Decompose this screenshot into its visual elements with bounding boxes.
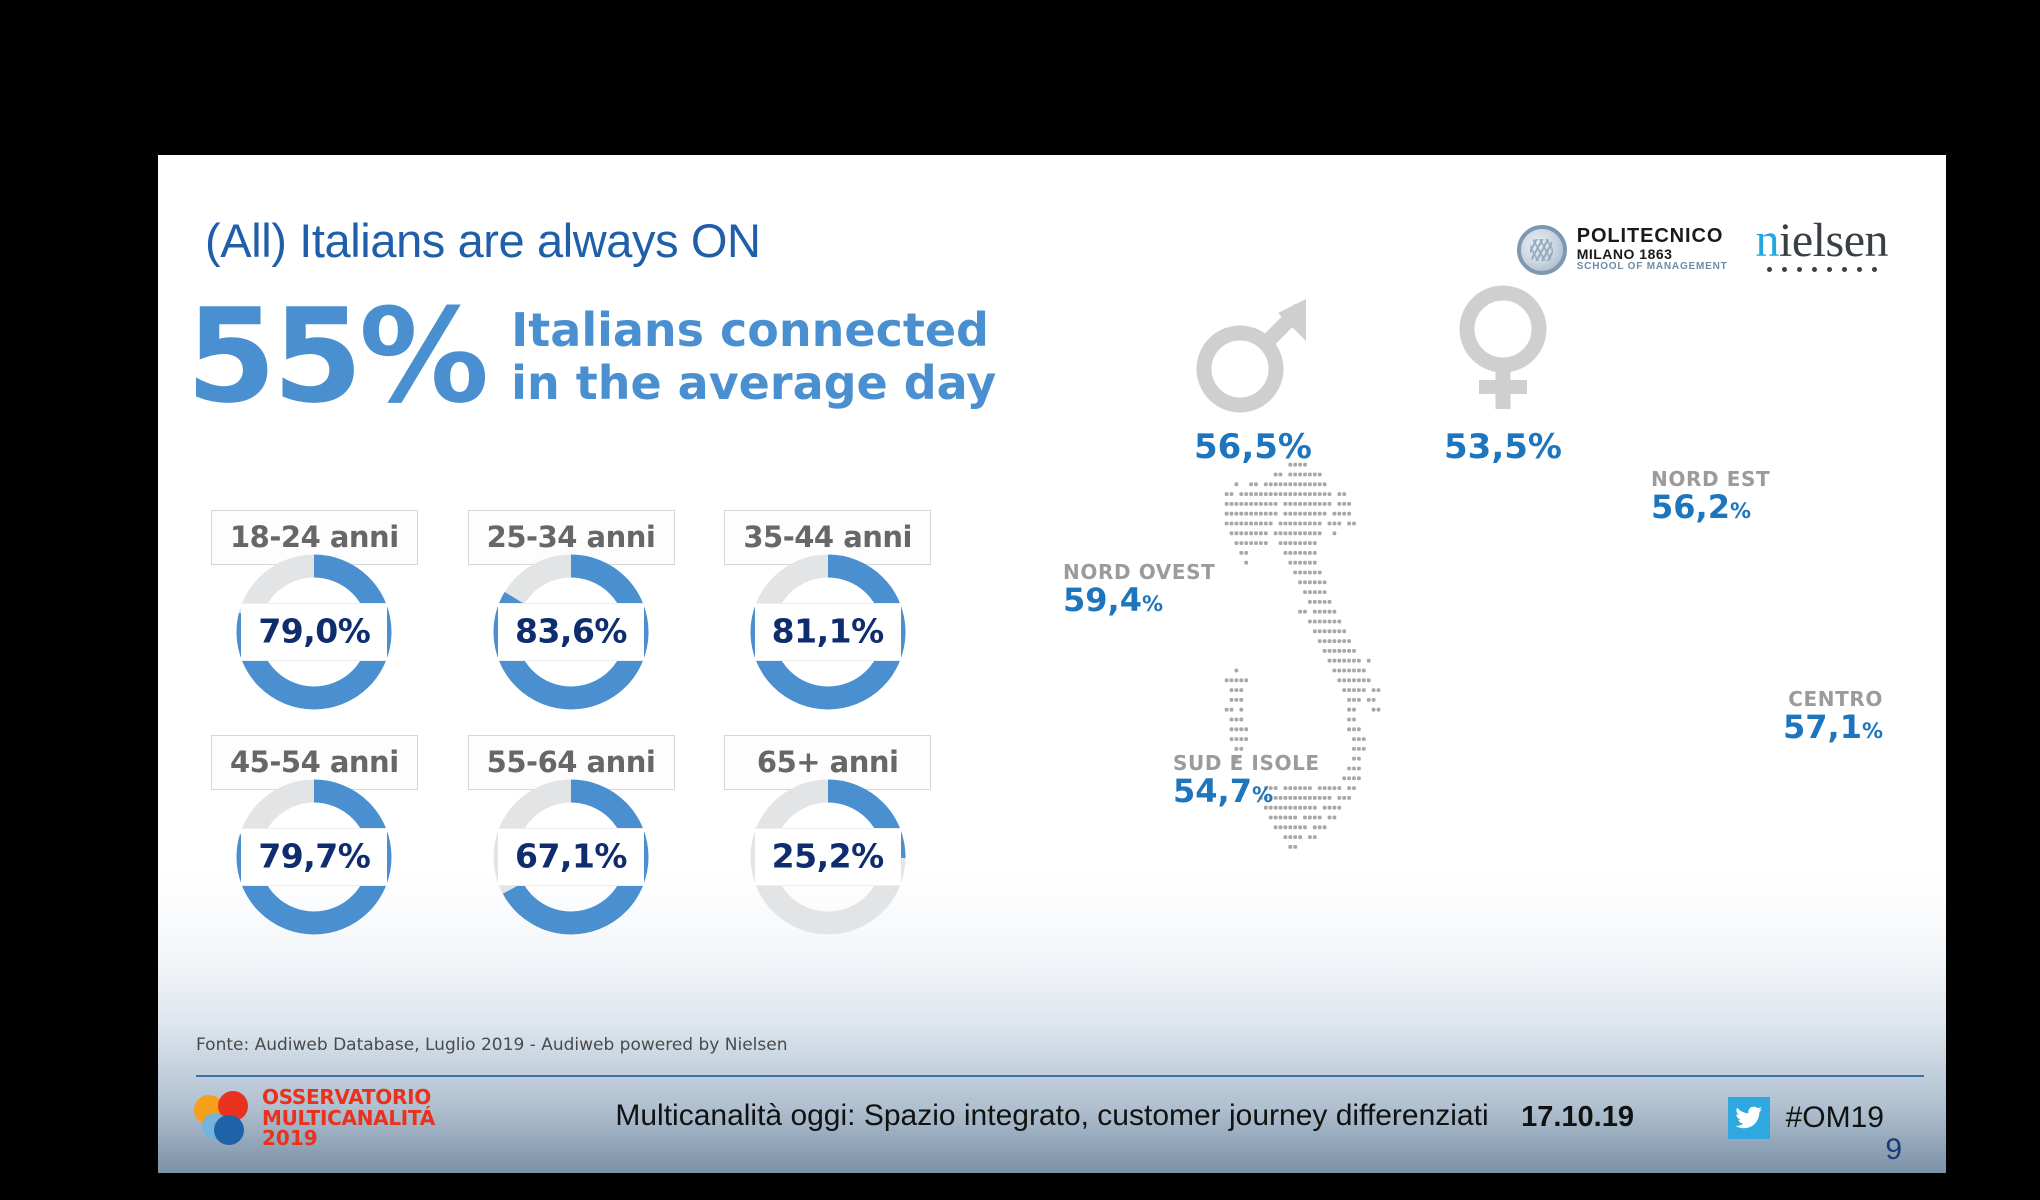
age-label-text: 18-24 anni (230, 520, 399, 554)
age-label-text: 35-44 anni (743, 520, 912, 554)
politecnico-logo: POLITECNICO MILANO 1863 SCHOOL OF MANAGE… (1516, 224, 1728, 275)
osservatorio-wordmark: OSSERVATORIO MULTICANALITÁ 2019 (262, 1087, 435, 1149)
nielsen-logo: nielsen (1756, 217, 1888, 282)
headline-statistic: 55% Italians connected in the average da… (186, 280, 996, 432)
nielsen-initial: n (1755, 214, 1780, 267)
nielsen-dots-icon (1756, 267, 1888, 272)
region-value-unit: % (1141, 592, 1163, 616)
donut-cell-18-24: 18-24 anni 79,0% (186, 510, 443, 717)
donut-chart-65-plus: 25,2% (743, 772, 913, 942)
osservatorio-circles-icon (194, 1090, 254, 1145)
osservatorio-line1: OSSERVATORIO (262, 1085, 431, 1109)
age-donut-chart-grid: 18-24 anni 79,0% 25-34 anni (186, 510, 956, 942)
donut-value-backdrop (754, 828, 901, 886)
brand-logos: POLITECNICO MILANO 1863 SCHOOL OF MANAGE… (1516, 217, 1888, 282)
donut-value-backdrop (241, 603, 388, 661)
politecnico-line1: POLITECNICO (1576, 224, 1724, 247)
page-title: (All) Italians are always ON (205, 214, 761, 267)
age-label-65-plus: 65+ anni (724, 735, 932, 790)
osservatorio-logo: OSSERVATORIO MULTICANALITÁ 2019 (194, 1087, 435, 1149)
slide-number: 9 (1885, 1133, 1902, 1166)
region-name: CENTRO (1788, 687, 1883, 711)
donut-value-backdrop (754, 603, 901, 661)
donut-value-35-44: 81,1% (771, 611, 885, 651)
age-label-25-34: 25-34 anni (467, 510, 675, 565)
headline-caption: Italians connected in the average day (511, 304, 996, 409)
region-value: 54,7% (1173, 772, 1320, 810)
age-label-text: 25-34 anni (486, 520, 656, 554)
donut-chart-35-44: 81,1% (743, 547, 913, 717)
italy-dot-map (1224, 462, 1381, 849)
donut-cell-65-plus: 65+ anni 25,2% (699, 735, 956, 942)
region-value: 56,2% (1651, 488, 1770, 526)
region-label-centro: CENTRO 57,1% (1723, 687, 1883, 745)
age-label-text: 65+ anni (756, 745, 899, 779)
footer-date: 17.10.19 (1521, 1101, 1634, 1133)
region-label-sud-e-isole: SUD E ISOLE 54,7% (1173, 751, 1320, 809)
slide-footer: OSSERVATORIO MULTICANALITÁ 2019 Multican… (158, 1081, 1946, 1173)
source-note: Fonte: Audiweb Database, Luglio 2019 - A… (196, 1035, 788, 1055)
region-value: 57,1% (1723, 708, 1883, 746)
donut-value-18-24: 79,0% (258, 611, 371, 651)
donut-value-backdrop (498, 828, 644, 886)
region-value-number: 54,7 (1173, 772, 1252, 810)
region-name: NORD OVEST (1063, 560, 1216, 584)
politecnico-line3: SCHOOL OF MANAGEMENT (1576, 261, 1728, 273)
region-value-number: 57,1 (1783, 708, 1862, 746)
headline-caption-line1: Italians connected (511, 303, 989, 358)
female-symbol-icon (1413, 280, 1593, 415)
region-value-number: 56,2 (1651, 488, 1730, 526)
female-percentage: 53,5% (1444, 427, 1562, 467)
donut-row-top: 18-24 anni 79,0% 25-34 anni (186, 510, 956, 717)
region-value: 59,4% (1063, 581, 1215, 619)
region-name: SUD E ISOLE (1173, 751, 1320, 775)
politecnico-line2: MILANO 1863 (1576, 246, 1673, 263)
italy-region-map-chart: NORD OVEST 59,4% NORD EST 56,2% CENTRO 5… (1063, 435, 1923, 1035)
donut-chart-18-24: 79,0% (229, 547, 399, 717)
donut-value-backdrop (241, 828, 388, 886)
donut-value-backdrop (498, 603, 644, 661)
male-percentage: 56,5% (1194, 427, 1312, 467)
osservatorio-line3: 2019 (262, 1126, 318, 1151)
region-label-nord-est: NORD EST 56,2% (1651, 467, 1770, 525)
region-value-number: 59,4 (1063, 581, 1142, 619)
footer-divider (196, 1075, 1924, 1077)
gender-statistics: 56,5% 53,5% (1163, 280, 1593, 467)
twitter-bird-icon[interactable] (1728, 1097, 1770, 1139)
donut-cell-55-64: 55-64 anni 67,1% (443, 735, 700, 942)
age-label-text: 45-54 anni (230, 745, 399, 779)
donut-cell-35-44: 35-44 anni 81,1% (699, 510, 956, 717)
nielsen-rest: ielsen (1779, 214, 1888, 267)
politecnico-wordmark: POLITECNICO MILANO 1863 SCHOOL OF MANAGE… (1576, 224, 1728, 274)
donut-value-55-64: 67,1% (515, 836, 628, 876)
age-label-18-24: 18-24 anni (210, 510, 418, 565)
politecnico-seal-icon (1516, 224, 1567, 275)
age-label-text: 55-64 anni (486, 745, 656, 779)
headline-percentage: 55% (186, 280, 489, 432)
donut-cell-25-34: 25-34 anni 83,6% (443, 510, 700, 717)
donut-row-bottom: 45-54 anni 79,7% 55-64 anni (186, 735, 956, 942)
gender-male: 56,5% (1163, 280, 1343, 467)
donut-value-65-plus: 25,2% (771, 836, 885, 876)
gender-female: 53,5% (1413, 280, 1593, 467)
donut-value-25-34: 83,6% (515, 611, 628, 651)
footer-title: Multicanalità oggi: Spazio integrato, cu… (615, 1099, 1489, 1132)
region-label-nord-ovest: NORD OVEST 59,4% (1063, 560, 1215, 618)
presentation-slide: (All) Italians are always ON POLITECNICO… (158, 155, 1946, 1173)
region-value-unit: % (1729, 499, 1751, 523)
region-value-unit: % (1251, 783, 1273, 807)
male-symbol-icon (1163, 280, 1343, 415)
footer-hashtag: #OM19 (1785, 1101, 1884, 1134)
region-value-unit: % (1861, 719, 1883, 743)
donut-chart-45-54: 79,7% (229, 772, 399, 942)
osservatorio-line2: MULTICANALITÁ (262, 1105, 435, 1130)
nielsen-wordmark: nielsen (1755, 214, 1889, 267)
donut-chart-55-64: 67,1% (486, 772, 656, 942)
donut-chart-25-34: 83,6% (486, 547, 656, 717)
donut-cell-45-54: 45-54 anni 79,7% (186, 735, 443, 942)
headline-caption-line2: in the average day (511, 355, 997, 410)
donut-value-45-54: 79,7% (258, 836, 371, 876)
region-name: NORD EST (1651, 467, 1771, 491)
